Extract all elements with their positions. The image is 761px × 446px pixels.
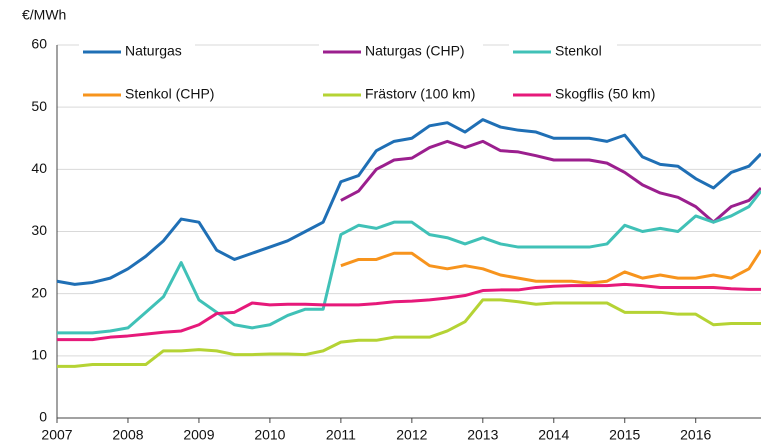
y-tick-label: 60: [31, 36, 47, 52]
series-line: [57, 298, 761, 368]
series-line: [57, 190, 761, 335]
legend-bg: [79, 84, 235, 106]
y-tick-label: 30: [31, 222, 47, 238]
y-tick-label: 0: [39, 409, 47, 425]
y-tick-label: 50: [31, 98, 47, 114]
x-tick-label: 2010: [254, 427, 285, 443]
x-tick-label: 2015: [609, 427, 640, 443]
legend-label: Stenkol (CHP): [125, 86, 214, 102]
x-tick-label: 2007: [41, 427, 72, 443]
y-axis-label: €/MWh: [22, 7, 66, 23]
legend-label: Naturgas (CHP): [365, 43, 465, 59]
x-tick-label: 2014: [538, 427, 569, 443]
x-tick-label: 2016: [680, 427, 711, 443]
x-tick-label: 2009: [183, 427, 214, 443]
legend-label: Naturgas: [125, 43, 182, 59]
legend-bg: [319, 84, 507, 106]
x-tick-label: 2012: [396, 427, 427, 443]
legend-bg: [509, 84, 689, 106]
legend-bg: [509, 41, 617, 63]
series-line: [57, 282, 761, 342]
legend-label: Frästorv (100 km): [365, 86, 475, 102]
y-tick-label: 10: [31, 347, 47, 363]
series-line: [56, 118, 761, 286]
legend-label: Stenkol: [555, 43, 602, 59]
x-tick-label: 2011: [326, 427, 356, 443]
legend-bg: [319, 41, 483, 63]
x-tick-label: 2013: [467, 427, 498, 443]
y-tick-label: 40: [31, 160, 47, 176]
legend-label: Skogflis (50 km): [555, 86, 655, 102]
x-tick-label: 2008: [112, 427, 143, 443]
legend-bg: [79, 41, 195, 63]
y-tick-label: 20: [31, 284, 47, 300]
series-line: [340, 139, 761, 224]
series-line: [340, 249, 761, 285]
